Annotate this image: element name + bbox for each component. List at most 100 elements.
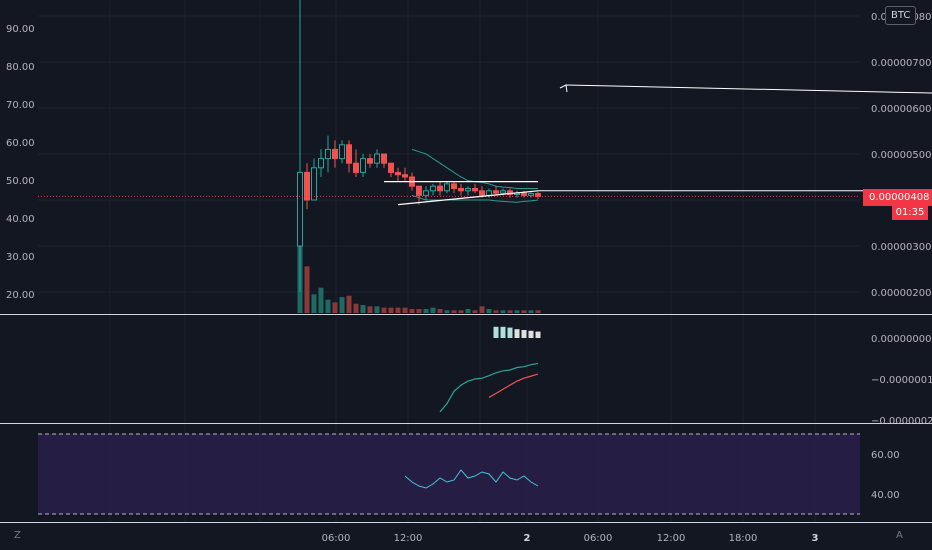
trendline-bottom	[397, 190, 539, 206]
volume-bar	[353, 303, 359, 313]
volume-bar	[318, 287, 324, 313]
time-axis-tick: 18:00	[729, 533, 758, 544]
candle-body	[318, 158, 324, 169]
left-axis-tick: 80.00	[6, 62, 35, 73]
bar-countdown-badge: 01:35	[892, 206, 928, 220]
candle-body	[444, 183, 450, 192]
candle-body	[423, 190, 429, 196]
candle-body	[346, 144, 352, 164]
candle-body	[332, 148, 338, 160]
right-axis-tick: 0.00000200	[871, 288, 931, 299]
candle-body	[521, 192, 527, 196]
volume-bar	[339, 297, 345, 313]
volume-bar	[472, 310, 478, 313]
candle-body	[430, 185, 436, 192]
volume-bar	[437, 309, 443, 313]
macd-histogram-bar	[528, 330, 534, 338]
candle-body	[486, 190, 492, 196]
candle-body	[381, 153, 387, 164]
bollinger-lower-line	[411, 194, 539, 203]
volume-bar	[486, 309, 492, 313]
candle-body	[437, 185, 443, 192]
candle-body	[353, 162, 359, 173]
left-axis-tick: 70.00	[6, 100, 35, 111]
macd-line	[439, 362, 539, 413]
volume-bar	[451, 310, 457, 313]
volume-bar	[465, 309, 471, 313]
volume-bar	[381, 307, 387, 313]
macd-signal-line	[488, 373, 539, 398]
candle-body	[367, 158, 373, 164]
right-axis-tick: 0.00000300	[871, 242, 931, 253]
candle-body	[388, 162, 394, 173]
volume-bar	[493, 310, 499, 313]
macd-histogram-bar	[500, 326, 506, 338]
auto-scale-toggle-a[interactable]: A	[896, 530, 903, 541]
macd-axis-tick: −0.00000020	[871, 416, 932, 427]
candle-body	[325, 148, 331, 160]
projection-arrow-head	[559, 84, 568, 93]
candle-body	[507, 190, 513, 195]
time-axis-tick: 06:00	[584, 533, 613, 544]
rsi-band	[38, 434, 860, 514]
time-axis-tick: 06:00	[322, 533, 351, 544]
volume-bar	[311, 294, 317, 313]
macd-histogram-bar	[514, 329, 520, 338]
macd-histogram-bar	[521, 330, 527, 338]
left-axis-tick: 50.00	[6, 176, 35, 187]
left-axis-tick: 20.00	[6, 290, 35, 301]
candle-body	[493, 190, 499, 194]
candle-body	[416, 185, 422, 196]
candle-body	[311, 167, 317, 201]
candle-body	[479, 190, 485, 196]
rsi-line	[404, 469, 539, 489]
volume-bar	[444, 310, 450, 313]
right-axis-tick: 0.00000600	[871, 104, 931, 115]
rsi-axis-tick: 40.00	[871, 490, 900, 501]
projection-arrow	[538, 84, 932, 192]
volume-bar	[416, 309, 422, 313]
volume-bar	[423, 309, 429, 313]
volume-bar	[388, 307, 394, 313]
volume-bar	[325, 299, 331, 313]
candle-body	[535, 193, 541, 197]
macd-histogram-bar	[535, 331, 541, 338]
candle-body	[458, 188, 464, 192]
volume-bar	[521, 310, 527, 313]
volume-bar	[479, 306, 485, 313]
macd-axis-tick: −0.00000010	[871, 375, 932, 386]
left-axis-tick: 30.00	[6, 252, 35, 263]
macd-histogram-bar	[507, 327, 513, 338]
candle-body	[500, 190, 506, 194]
right-axis-tick: 0.00000700	[871, 58, 931, 69]
bollinger-upper-line	[411, 148, 538, 189]
macd-axis-tick: 0.00000000	[871, 334, 931, 345]
left-axis-tick: 90.00	[6, 24, 35, 35]
volume-bar	[500, 310, 506, 313]
candle-body	[360, 158, 366, 173]
candle-body	[472, 188, 478, 192]
candle-body	[395, 171, 401, 176]
symbol-currency-badge[interactable]: BTC	[885, 6, 917, 25]
candle-body	[465, 188, 471, 192]
volume-bar	[332, 302, 338, 313]
rsi-axis-tick: 60.00	[871, 450, 900, 461]
candle-body	[528, 193, 534, 196]
candle-body	[304, 171, 310, 201]
timezone-toggle-z[interactable]: Z	[14, 530, 21, 541]
candle-body	[297, 171, 303, 247]
time-axis-tick: 3	[812, 533, 819, 544]
candle-body	[402, 174, 408, 178]
volume-bar	[458, 310, 464, 313]
candle-body	[374, 153, 380, 164]
candle-body	[451, 183, 457, 189]
volume-bar	[304, 266, 310, 313]
volume-bar	[402, 307, 408, 313]
volume-bar	[430, 307, 436, 313]
right-axis-tick: 0.00000500	[871, 150, 931, 161]
volume-bar	[360, 305, 366, 313]
volume-bar	[409, 309, 415, 313]
volume-bar	[367, 306, 373, 313]
volume-bar	[507, 310, 513, 313]
